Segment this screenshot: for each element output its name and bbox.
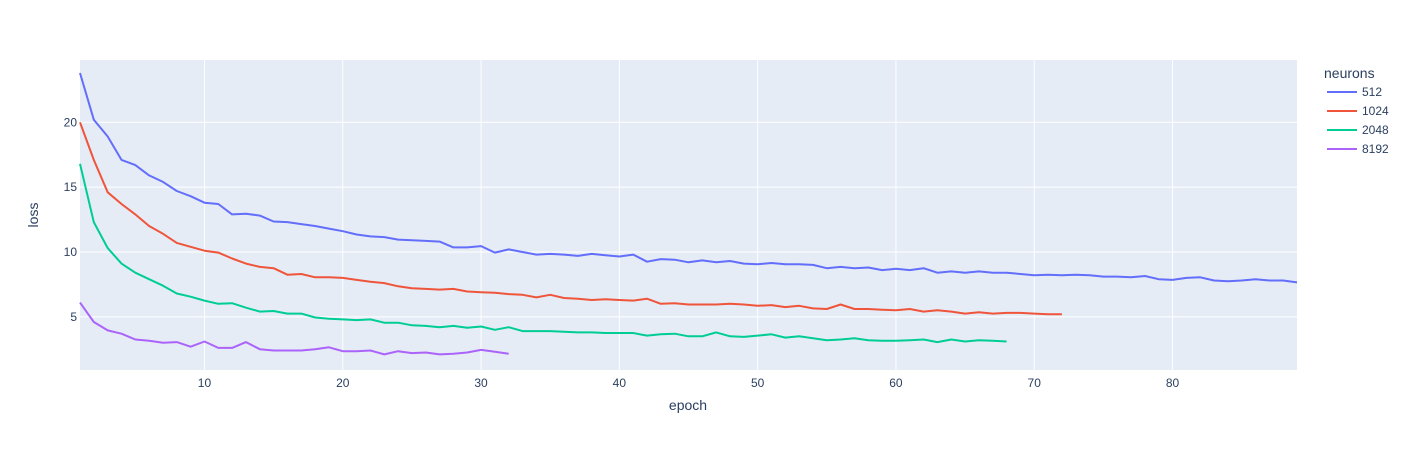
legend-label-1024[interactable]: 1024 xyxy=(1362,104,1389,118)
x-tick-label: 60 xyxy=(889,376,903,390)
y-tick-label: 5 xyxy=(70,310,77,324)
plot-background xyxy=(80,60,1297,370)
y-tick-labels: 5 10 15 20 xyxy=(64,115,78,324)
y-gridlines xyxy=(80,121,1297,318)
x-tick-label: 80 xyxy=(1166,376,1180,390)
legend-title: neurons xyxy=(1324,65,1375,81)
legend-label-2048[interactable]: 2048 xyxy=(1362,123,1389,137)
y-tick-label: 10 xyxy=(64,245,78,259)
y-axis-title: loss xyxy=(25,203,41,228)
x-tick-label: 10 xyxy=(198,376,212,390)
x-tick-labels: 10 20 30 40 50 60 70 80 xyxy=(198,376,1180,390)
x-tick-label: 30 xyxy=(474,376,488,390)
legend-label-8192[interactable]: 8192 xyxy=(1362,142,1389,156)
legend-label-512[interactable]: 512 xyxy=(1362,85,1382,99)
series-lines xyxy=(79,72,1298,356)
x-axis-title: epoch xyxy=(669,397,707,413)
y-tick-label: 15 xyxy=(64,180,78,194)
series-line-2048 xyxy=(79,163,1007,344)
series-line-8192 xyxy=(79,302,509,356)
x-gridlines xyxy=(203,60,1174,370)
x-tick-label: 70 xyxy=(1028,376,1042,390)
legend: neurons 512 1024 2048 8192 xyxy=(1324,65,1389,156)
series-line-1024 xyxy=(79,121,1062,316)
x-tick-label: 50 xyxy=(751,376,765,390)
y-tick-label: 20 xyxy=(64,115,78,129)
series-line-512 xyxy=(79,72,1298,284)
x-tick-label: 20 xyxy=(336,376,350,390)
x-tick-label: 40 xyxy=(613,376,627,390)
